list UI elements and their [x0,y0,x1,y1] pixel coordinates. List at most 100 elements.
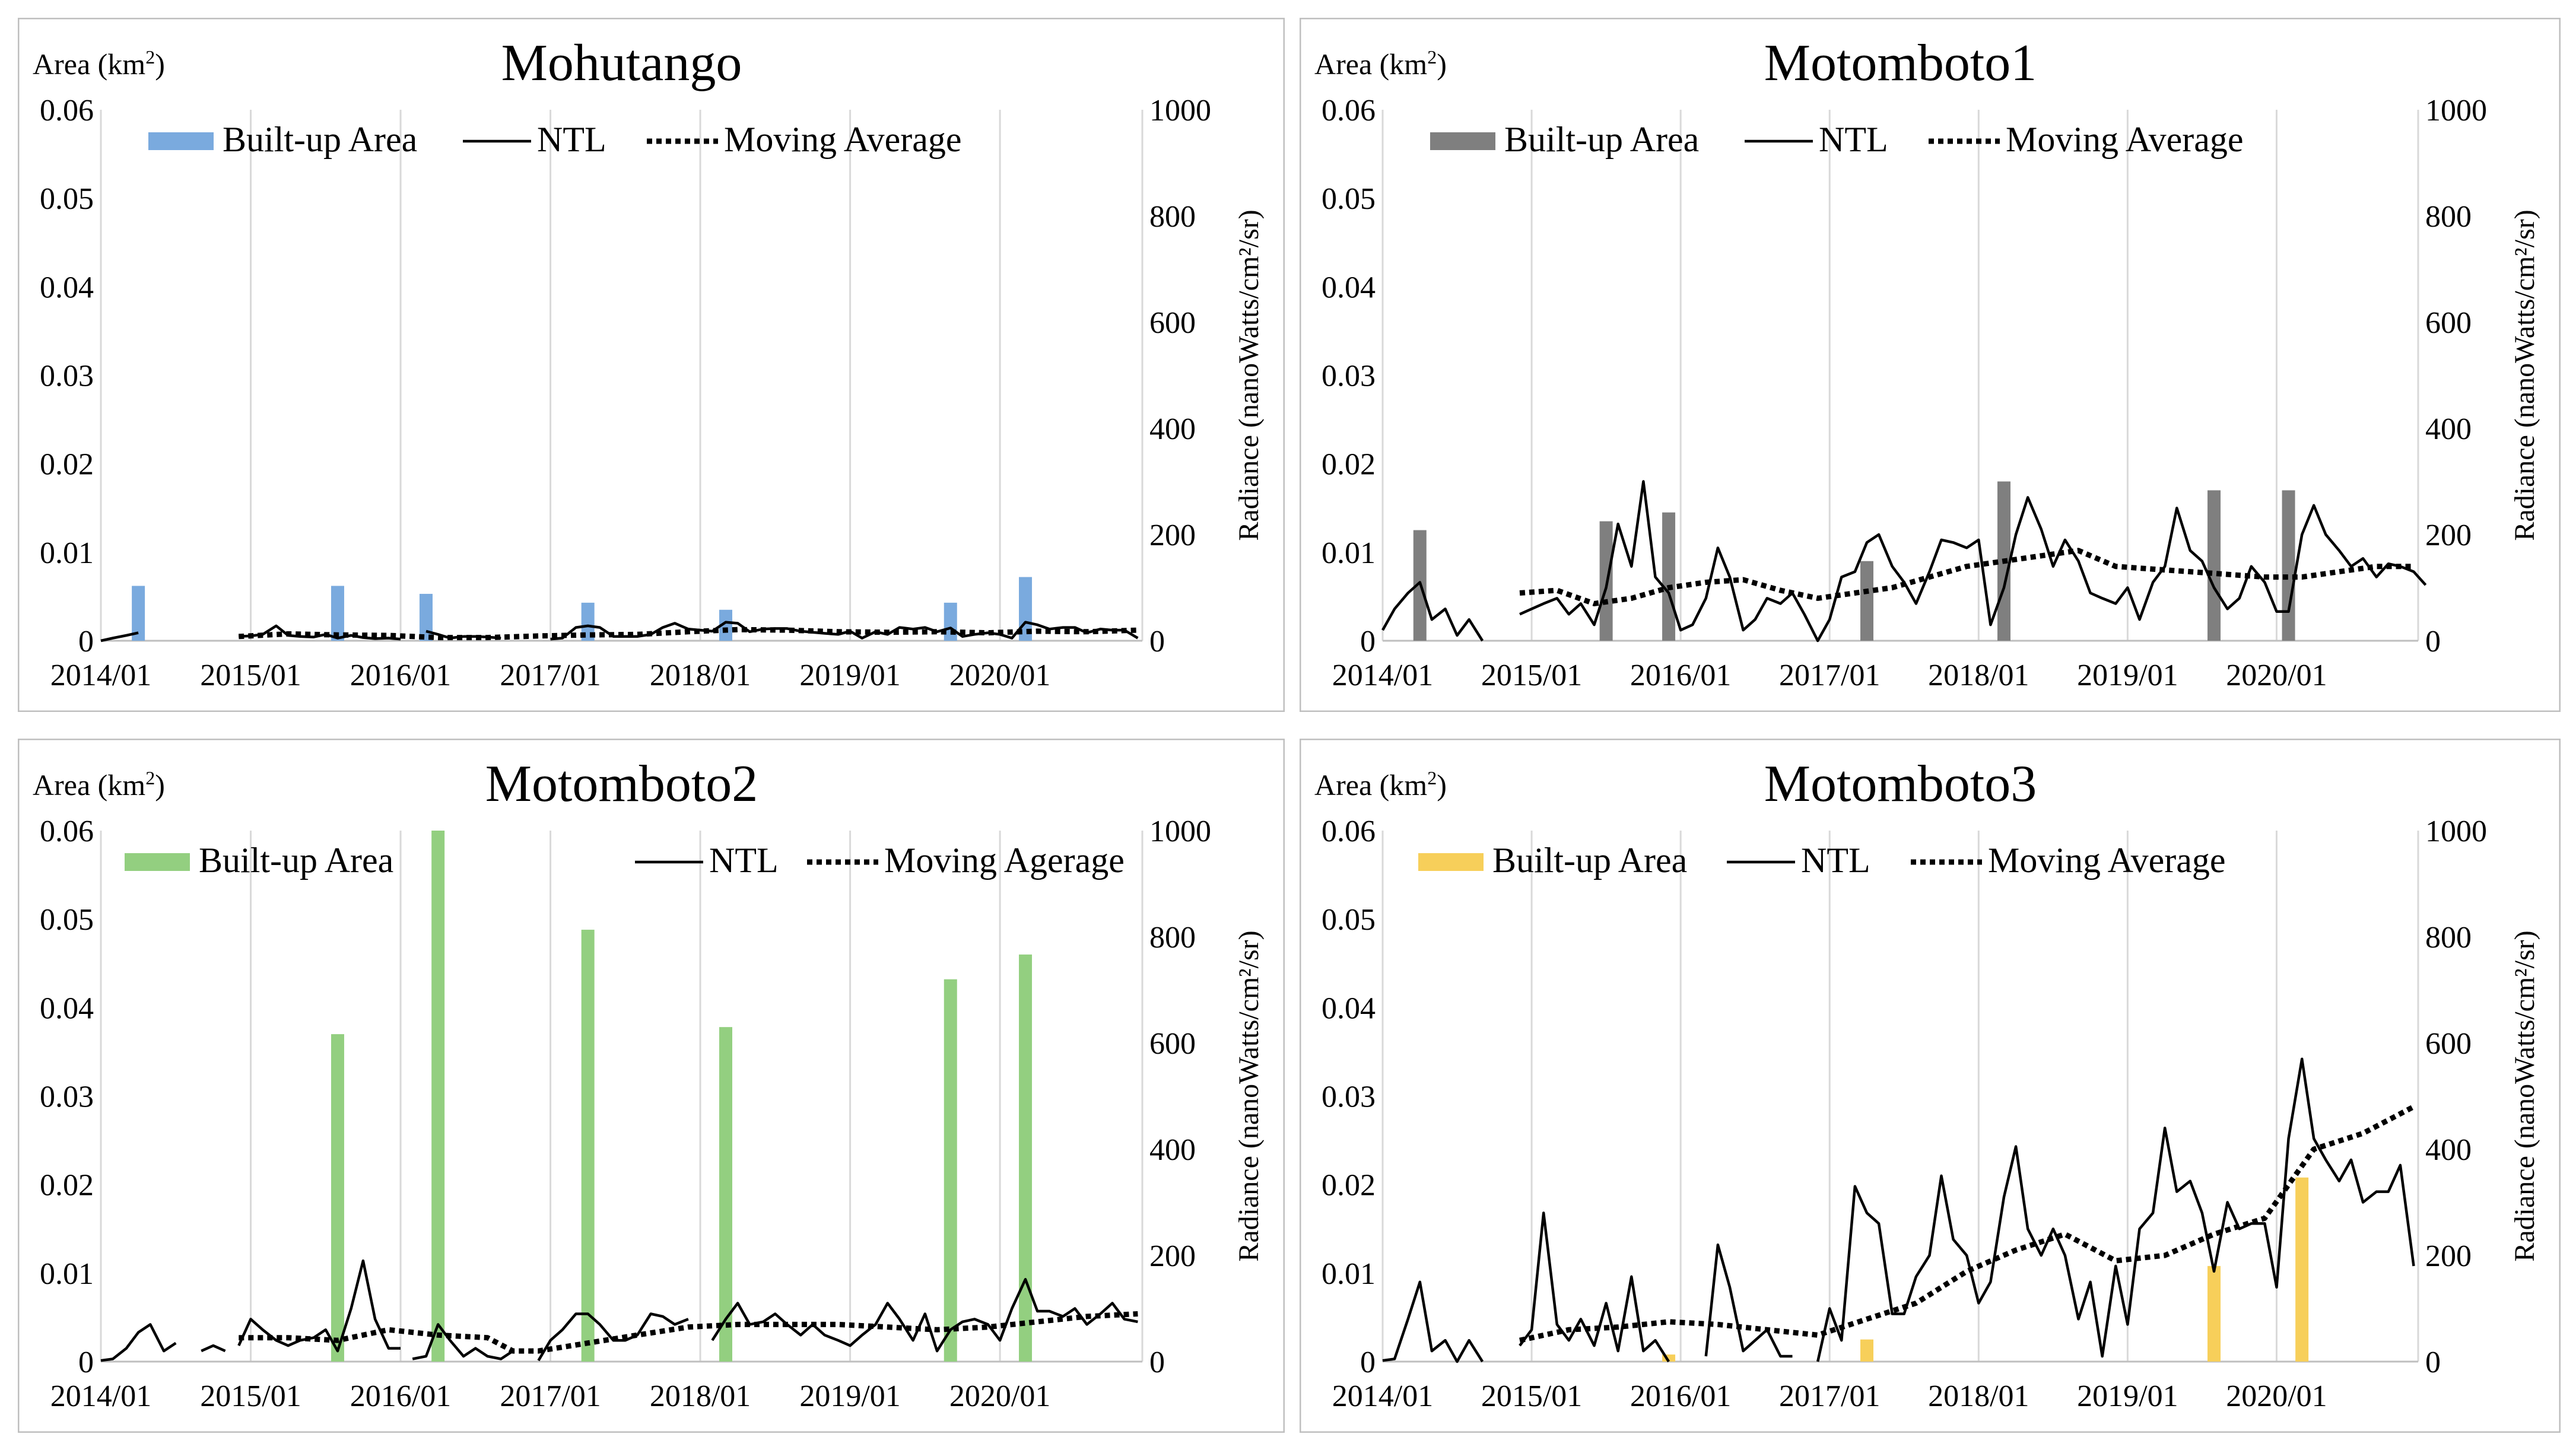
built-up-bar [1860,1339,1874,1362]
x-tick-label: 2014/01 [1332,1379,1433,1413]
y-right-tick-label: 600 [1149,1027,1196,1061]
legend-ntl-label: NTL [709,841,779,880]
legend-bar-swatch [125,853,190,871]
ntl-line [711,1278,1138,1353]
built-up-bar [1860,561,1874,641]
built-up-bar [419,593,433,641]
legend-ma-label: Moving Average [724,120,961,159]
ntl-line [1519,480,2427,643]
legend-bar-swatch [1430,132,1495,150]
x-tick-label: 2019/01 [799,1379,900,1413]
ntl-line [1704,1243,1793,1358]
chart-panel-motomboto1: Motomboto1 Area (km2) 0 0.01 0.02 0.03 0.04 0.0… [1300,18,2561,712]
x-tick-label: 2018/01 [650,659,751,692]
ntl-line [1816,1057,2415,1362]
y-left-tick-label: 0.02 [40,448,94,482]
x-tick-label: 2014/01 [50,659,151,692]
y-axis-right-label: Radiance (nanoWatts/cm²/sr) [1233,930,1265,1261]
x-tick-label: 2020/01 [2226,1379,2327,1413]
legend-ma-label: Moving Average [1988,841,2225,880]
built-up-bar [1662,512,1676,641]
y-left-tick-label: 0.03 [1322,1080,1376,1114]
legend-built-up-label: Built-up Area [199,841,393,880]
x-tick-label: 2015/01 [1481,659,1582,692]
legend-built-up-label: Built-up Area [1504,120,1699,159]
y-right-tick-label: 0 [1149,625,1165,659]
y-right-tick-label: 800 [2425,200,2472,234]
y-left-tick-label: 0.05 [40,903,94,937]
y-right-tick-label: 0 [1149,1346,1165,1379]
built-up-bar [944,979,957,1362]
built-up-bar [719,1027,732,1362]
built-up-bar [431,831,445,1362]
y-axis-left-label-end: ) [155,47,165,81]
y-right-tick-label: 600 [2425,1027,2472,1061]
x-tick-label: 2017/01 [500,1379,601,1413]
y-left-tick-label: 0.04 [40,991,94,1025]
x-tick-label: 2015/01 [200,659,301,692]
ntl-line [1519,1211,1670,1363]
ntl-line [412,1323,514,1360]
y-right-tick-label: 600 [1149,306,1196,340]
x-tick-label: 2020/01 [2226,659,2327,692]
built-up-bar [581,602,595,641]
y-right-tick-label: 0 [2425,625,2441,659]
y-axis-left-label-sup: 2 [1427,767,1437,788]
y-axis-left-label: Area (km2) [33,46,165,81]
y-left-tick-label: 0 [78,625,94,659]
x-tick-label: 2016/01 [1630,659,1731,692]
x-tick-label: 2018/01 [1928,659,2029,692]
legend-bar-swatch [1418,853,1484,871]
y-left-tick-label: 0.02 [40,1169,94,1203]
y-axis-right-label: Radiance (nanoWatts/cm²/sr) [2509,209,2540,540]
y-axis-right-label: Radiance (nanoWatts/cm²/sr) [1233,209,1265,540]
moving-average-line [239,627,1138,641]
x-tick-label: 2016/01 [1630,1379,1731,1413]
legend-built-up-label: Built-up Area [223,120,417,159]
legend-ma-label: Moving Average [2006,120,2243,159]
y-axis-left-label-end: ) [1437,47,1447,81]
legend-bar-swatch [148,132,214,150]
chart-panel-mohutango: Mohutango Area (km2) 0 0.01 0.02 0.03 0.04 0.05… [18,18,1285,712]
y-right-tick-label: 800 [1149,200,1196,234]
y-right-tick-label: 200 [2425,519,2472,552]
x-tick-label: 2020/01 [949,659,1050,692]
y-left-tick-label: 0.06 [40,94,94,128]
y-left-tick-label: 0.05 [1322,903,1376,937]
x-tick-label: 2018/01 [1928,1379,2029,1413]
y-axis-left-label: Area (km2) [1314,767,1447,802]
y-axis-left-label-text: Area (km [1314,768,1427,802]
y-left-tick-label: 0.05 [1322,182,1376,216]
built-up-bar [1662,1354,1676,1362]
ntl-line [1382,1280,1484,1363]
built-up-bar [2295,1177,2309,1362]
y-left-tick-label: 0.03 [40,360,94,393]
moving-average-line [1519,1104,2415,1343]
y-axis-left-label-sup: 2 [1427,46,1437,68]
y-left-tick-label: 0.01 [40,1257,94,1291]
moving-average-line [239,1311,1138,1354]
y-left-tick-label: 0 [1360,625,1376,659]
x-tick-label: 2014/01 [1332,659,1433,692]
chart-title: Motomboto3 [1764,755,2037,813]
y-axis-left-label-end: ) [155,768,165,802]
y-left-tick-label: 0.03 [40,1080,94,1114]
y-axis-left-label-end: ) [1437,768,1447,802]
ntl-line [237,1259,401,1353]
y-left-tick-label: 0.05 [40,182,94,216]
y-right-tick-label: 200 [1149,519,1196,552]
built-up-bar [944,602,957,641]
ntl-line [1381,581,1484,642]
y-left-tick-label: 0.01 [40,536,94,570]
y-right-tick-label: 600 [2425,306,2472,340]
y-right-tick-label: 400 [1149,412,1196,446]
y-right-tick-label: 1000 [1149,94,1211,128]
chart-panel-motomboto2: Motomboto2 Area (km2) 0 0.01 0.02 0.03 0.04 0.0… [18,739,1285,1433]
y-right-tick-label: 1000 [2425,815,2487,848]
y-left-tick-label: 0.06 [1322,815,1376,848]
y-axis-left-label-text: Area (km [1314,47,1427,81]
x-tick-label: 2017/01 [1779,659,1880,692]
y-left-tick-label: 0.01 [1322,1257,1376,1291]
panel-frame [18,18,1285,712]
x-tick-label: 2017/01 [1779,1379,1880,1413]
